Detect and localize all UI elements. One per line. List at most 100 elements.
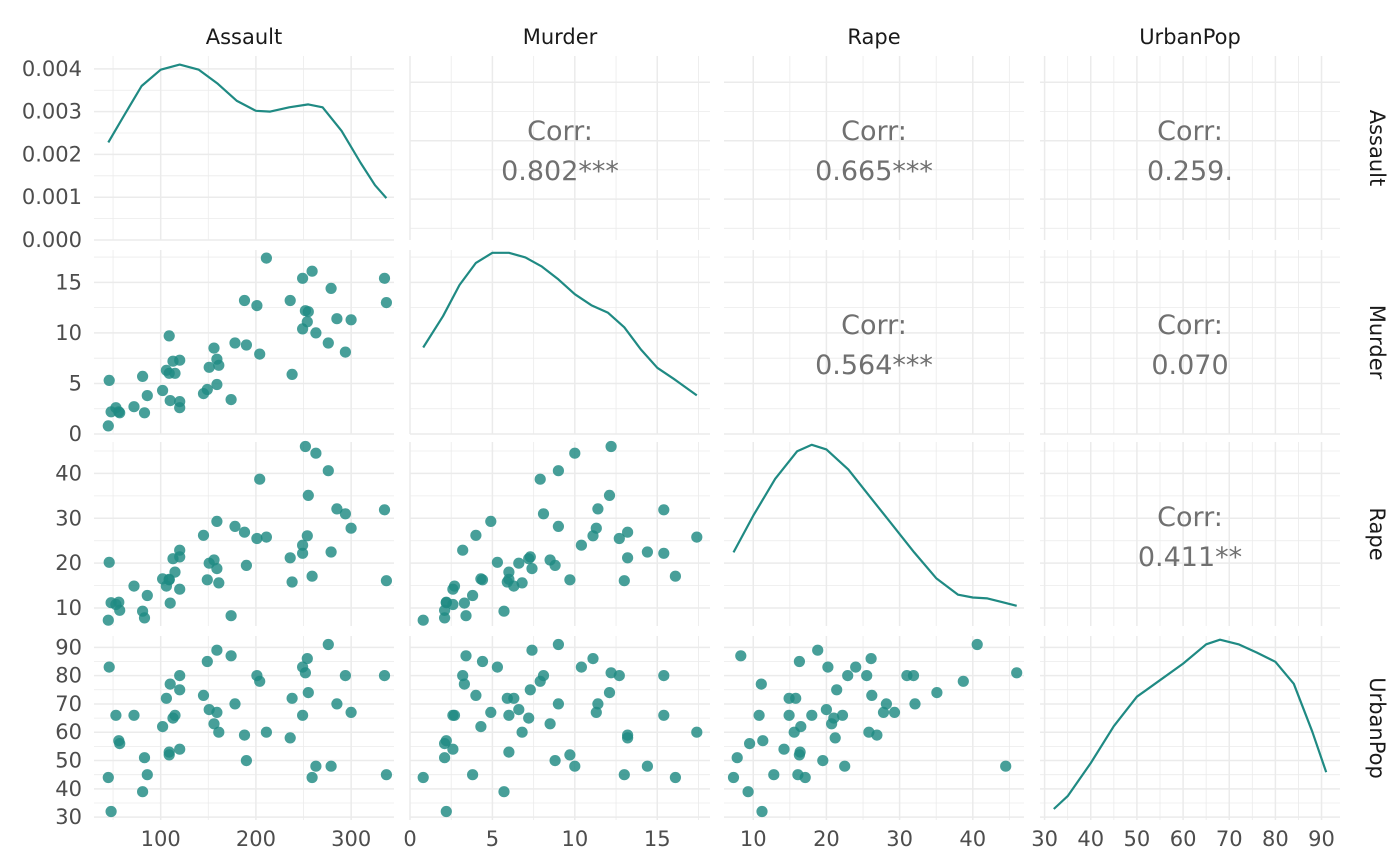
scatter-point-rape-vs-murder (447, 598, 459, 611)
scatter-point-urbanpop-vs-murder (470, 689, 482, 702)
scatter-point-urbanpop-vs-murder (658, 709, 670, 721)
scatter-point-urbanpop-vs-assault (163, 746, 175, 758)
scatter-point-murder-vs-assault (322, 337, 334, 349)
scatter-point-urbanpop-vs-murder (457, 670, 469, 682)
scatter-point-urbanpop-vs-assault (141, 769, 153, 781)
scatter-point-urbanpop-vs-assault (229, 698, 241, 710)
scatter-point-urbanpop-vs-assault (322, 638, 334, 651)
y-tick-label: 15 (55, 270, 82, 294)
scatter-point-rape-vs-assault (229, 520, 241, 533)
scatter-point-rape-vs-assault (306, 570, 318, 582)
scatter-point-urbanpop-vs-rape (768, 769, 780, 781)
scatter-point-murder-vs-assault (286, 368, 298, 380)
y-tick-label: 0.004 (22, 57, 82, 81)
scatter-point-rape-vs-murder (458, 597, 470, 609)
scatter-point-rape-vs-assault (208, 554, 220, 566)
scatter-point-urbanpop-vs-rape (812, 644, 824, 656)
scatter-point-urbanpop-vs-assault (240, 755, 252, 767)
scatter-point-urbanpop-vs-rape (909, 698, 921, 710)
scatter-point-urbanpop-vs-assault (138, 752, 151, 764)
scatter-point-urbanpop-vs-murder (669, 771, 682, 784)
scatter-point-rape-vs-assault (339, 508, 351, 520)
scatter-point-urbanpop-vs-rape (826, 718, 838, 730)
y-tick-label: 60 (55, 720, 82, 744)
scatter-point-rape-vs-assault (128, 580, 140, 592)
scatter-point-rape-vs-murder (622, 526, 634, 538)
corr-label: Corr: (841, 116, 907, 147)
scatter-point-murder-vs-assault (157, 384, 169, 397)
scatter-point-urbanpop-vs-murder (549, 755, 561, 767)
scatter-point-urbanpop-vs-murder (526, 644, 538, 656)
scatter-point-urbanpop-vs-murder (475, 721, 487, 733)
scatter-point-urbanpop-vs-murder (552, 698, 565, 710)
scatter-point-rape-vs-murder (537, 508, 550, 520)
scatter-point-murder-vs-assault (254, 348, 266, 360)
scatter-point-rape-vs-murder (457, 544, 469, 556)
scatter-point-urbanpop-vs-assault (260, 726, 272, 738)
scatter-point-urbanpop-vs-assault (325, 760, 337, 772)
scatter-point-urbanpop-vs-murder (440, 805, 452, 818)
scatter-point-urbanpop-vs-assault (157, 721, 169, 733)
scatter-point-urbanpop-vs-assault (380, 769, 392, 781)
scatter-point-urbanpop-vs-murder (613, 670, 625, 682)
scatter-point-urbanpop-vs-rape (756, 805, 768, 818)
scatter-point-murder-vs-assault (163, 330, 175, 342)
scatter-point-urbanpop-vs-assault (306, 771, 318, 784)
scatter-point-rape-vs-murder (544, 554, 556, 566)
scatter-point-urbanpop-vs-rape (831, 684, 843, 696)
x-tick-label: 40 (959, 827, 986, 851)
scatter-point-urbanpop-vs-rape (850, 661, 862, 673)
scatter-point-rape-vs-assault (378, 504, 391, 516)
x-tick-label: 30 (886, 827, 913, 851)
scatter-point-murder-vs-assault (240, 339, 252, 351)
scatter-point-urbanpop-vs-murder (458, 678, 470, 690)
scatter-point-urbanpop-vs-rape (971, 638, 983, 651)
scatter-point-rape-vs-assault (102, 614, 114, 626)
scatter-point-urbanpop-vs-murder (508, 692, 520, 704)
scatter-point-urbanpop-vs-murder (523, 712, 535, 724)
scatter-point-urbanpop-vs-rape (880, 698, 893, 710)
scatter-point-urbanpop-vs-rape (744, 738, 756, 750)
scatter-point-urbanpop-vs-assault (201, 655, 213, 668)
scatter-point-urbanpop-vs-rape (877, 706, 890, 719)
scatter-point-urbanpop-vs-assault (378, 670, 391, 682)
scatter-point-rape-vs-murder (470, 529, 482, 541)
scatter-point-rape-vs-murder (658, 547, 670, 559)
scatter-point-rape-vs-assault (260, 531, 272, 543)
scatter-point-rape-vs-murder (417, 614, 429, 626)
scatter-point-rape-vs-assault (174, 583, 186, 595)
scatter-point-urbanpop-vs-murder (658, 670, 670, 682)
scatter-point-murder-vs-assault (380, 297, 392, 309)
scatter-point-urbanpop-vs-assault (110, 709, 122, 721)
scatter-point-urbanpop-vs-rape (757, 735, 769, 747)
scatter-point-rape-vs-assault (213, 577, 225, 589)
scatter-point-urbanpop-vs-rape (836, 709, 849, 721)
scatter-point-urbanpop-vs-assault (169, 709, 181, 721)
x-tick-label: 200 (236, 827, 276, 851)
y-tick-label: 90 (55, 635, 82, 659)
scatter-point-urbanpop-vs-murder (587, 653, 599, 665)
scatter-point-rape-vs-murder (552, 520, 565, 533)
scatter-point-urbanpop-vs-rape (866, 689, 878, 702)
scatter-point-murder-vs-assault (310, 327, 322, 339)
scatter-point-urbanpop-vs-assault (286, 692, 298, 704)
scatter-point-urbanpop-vs-rape (861, 670, 873, 682)
scatter-point-rape-vs-murder (618, 575, 630, 587)
y-tick-label: 40 (55, 777, 82, 801)
scatter-point-rape-vs-murder (658, 504, 670, 516)
strip-top-rape: Rape (847, 25, 900, 49)
scatter-point-urbanpop-vs-rape (753, 709, 765, 721)
scatter-point-rape-vs-assault (197, 529, 210, 541)
scatter-point-urbanpop-vs-rape (778, 743, 790, 755)
scatter-point-rape-vs-murder (669, 570, 682, 582)
scatter-point-urbanpop-vs-assault (251, 670, 263, 682)
scatter-point-urbanpop-vs-assault (284, 732, 296, 744)
scatter-point-urbanpop-vs-rape (820, 704, 833, 716)
scatter-point-murder-vs-assault (141, 390, 153, 402)
scatter-point-murder-vs-assault (138, 407, 151, 419)
x-tick-label: 60 (1170, 827, 1197, 851)
scatter-point-urbanpop-vs-rape (822, 661, 834, 673)
scatter-point-urbanpop-vs-assault (302, 687, 314, 699)
corr-label: Corr: (527, 116, 593, 147)
scatter-point-urbanpop-vs-murder (447, 743, 459, 755)
